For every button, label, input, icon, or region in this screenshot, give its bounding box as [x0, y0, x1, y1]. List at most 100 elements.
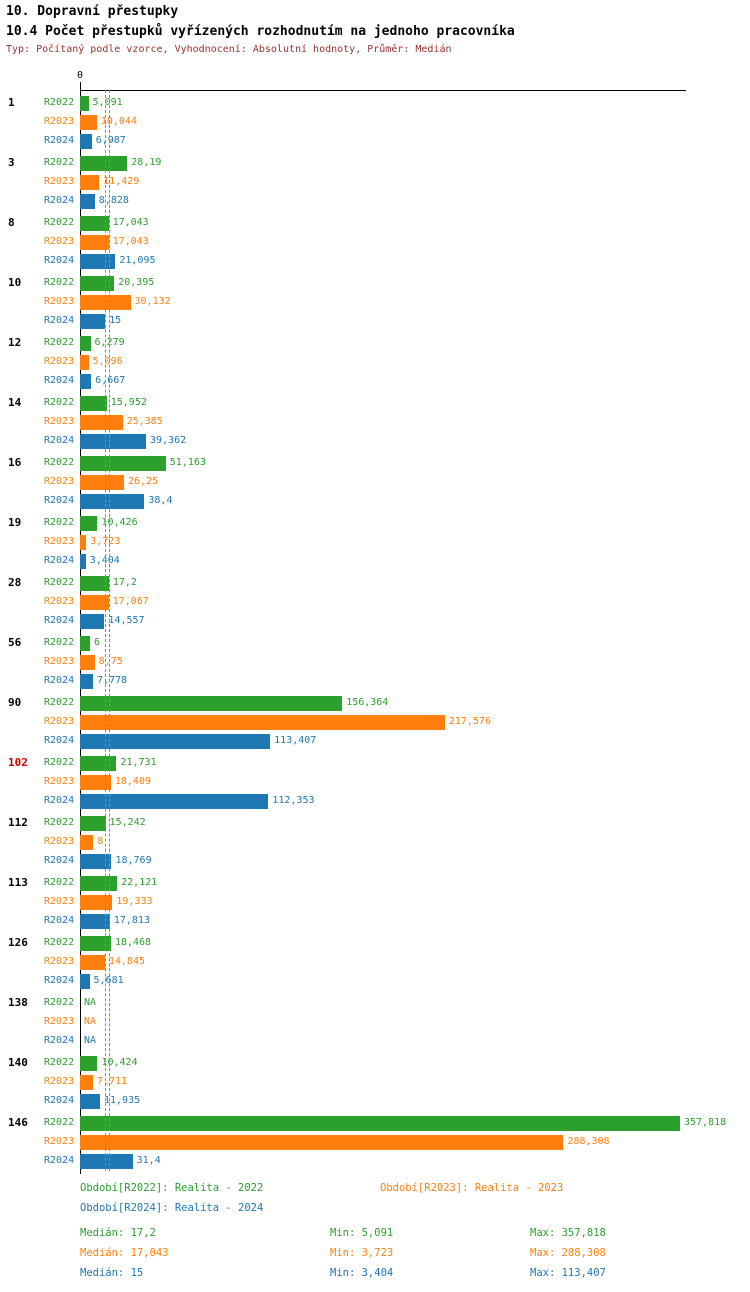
group-id-label-113: 113: [8, 876, 28, 889]
value-label-r2023-group-112: 8: [97, 836, 104, 847]
value-label-r2024-group-126: 5,681: [93, 975, 124, 986]
value-label-r2024-group-10: 15: [109, 315, 122, 326]
bar-r2024-group-28: [80, 614, 105, 629]
value-label-r2023-group-28: 17,067: [112, 596, 149, 607]
series-label-r2024: R2024: [44, 975, 75, 986]
bar-r2024-group-1: [80, 134, 92, 149]
value-label-r2022-group-112: 15,242: [109, 817, 146, 828]
series-label-r2024: R2024: [44, 435, 75, 446]
bar-r2023-group-112: [80, 835, 94, 850]
series-label-r2023: R2023: [44, 476, 75, 487]
value-label-r2022-group-16: 51,163: [169, 457, 206, 468]
bar-r2023-group-16: [80, 475, 125, 490]
bar-r2023-group-1: [80, 115, 97, 130]
series-label-r2023: R2023: [44, 656, 75, 667]
bar-r2024-group-140: [80, 1094, 100, 1109]
series-label-r2024: R2024: [44, 315, 75, 326]
bar-r2023-group-3: [80, 175, 100, 190]
bar-r2023-group-126: [80, 955, 105, 970]
bar-r2023-group-113: [80, 895, 113, 910]
bar-r2024-group-112: [80, 854, 112, 869]
bar-r2022-group-3: [80, 156, 128, 171]
value-label-r2024-group-140: 11,935: [104, 1095, 141, 1106]
value-label-r2022-group-19: 10,426: [101, 517, 138, 528]
series-label-r2023: R2023: [44, 776, 75, 787]
bar-r2023-group-19: [80, 535, 87, 550]
group-id-label-138: 138: [8, 996, 28, 1009]
value-label-r2023-group-16: 26,25: [128, 476, 159, 487]
series-label-r2024: R2024: [44, 495, 75, 506]
series-label-r2023: R2023: [44, 116, 75, 127]
bar-r2022-group-112: [80, 816, 106, 831]
bar-r2022-group-140: [80, 1056, 98, 1071]
series-label-r2023: R2023: [44, 356, 75, 367]
series-label-r2024: R2024: [44, 135, 75, 146]
series-label-r2024: R2024: [44, 855, 75, 866]
series-label-r2024: R2024: [44, 795, 75, 806]
bar-r2022-group-28: [80, 576, 109, 591]
group-id-label-14: 14: [8, 396, 22, 409]
value-label-r2024-group-102: 112,353: [272, 795, 315, 806]
series-label-r2024: R2024: [44, 1155, 75, 1166]
value-label-r2022-group-138: NA: [84, 997, 97, 1008]
series-label-r2024: R2024: [44, 675, 75, 686]
group-id-label-56: 56: [8, 636, 22, 649]
bar-r2024-group-16: [80, 494, 145, 509]
value-label-r2023-group-102: 18,409: [114, 776, 151, 787]
series-label-r2023: R2023: [44, 896, 75, 907]
bar-r2024-group-10: [80, 314, 106, 329]
value-label-r2023-group-3: 11,429: [103, 176, 140, 187]
median-line-r2024: [105, 90, 107, 1171]
bar-r2023-group-28: [80, 595, 109, 610]
series-label-r2024: R2024: [44, 1095, 75, 1106]
series-label-r2022: R2022: [44, 637, 75, 648]
bar-r2022-group-126: [80, 936, 111, 951]
series-label-r2024: R2024: [44, 255, 75, 266]
value-label-r2023-group-8: 17,043: [112, 236, 149, 247]
bar-r2022-group-113: [80, 876, 118, 891]
value-label-r2023-group-140: 7,711: [96, 1076, 128, 1087]
bar-r2022-group-146: [80, 1116, 680, 1131]
series-label-r2022: R2022: [44, 997, 75, 1008]
legend-item-r2023: Období[R2023]: Realita - 2023: [380, 1182, 564, 1194]
series-label-r2024: R2024: [44, 615, 75, 626]
bar-r2023-group-146: [80, 1135, 564, 1150]
series-label-r2022: R2022: [44, 937, 75, 948]
axis-zero-label: 0: [76, 70, 84, 81]
value-label-r2023-group-146: 288,308: [567, 1136, 610, 1147]
value-label-r2022-group-28: 17,2: [112, 577, 137, 588]
series-label-r2023: R2023: [44, 296, 75, 307]
stat-median-r2022: Medián: 17,2: [80, 1227, 156, 1239]
value-label-r2024-group-19: 3,404: [89, 555, 120, 566]
value-label-r2023-group-90: 217,576: [448, 716, 491, 727]
group-id-label-140: 140: [8, 1056, 28, 1069]
value-label-r2022-group-14: 15,952: [110, 397, 147, 408]
series-label-r2024: R2024: [44, 915, 75, 926]
group-id-label-112: 112: [8, 816, 28, 829]
series-label-r2023: R2023: [44, 176, 75, 187]
chart-subtitle: 10.4 Počet přestupků vyřízených rozhodnu…: [6, 24, 515, 39]
value-label-r2024-group-14: 39,362: [150, 435, 187, 446]
series-label-r2023: R2023: [44, 716, 75, 727]
value-label-r2024-group-28: 14,557: [108, 615, 145, 626]
value-label-r2022-group-140: 10,424: [101, 1057, 138, 1068]
series-label-r2022: R2022: [44, 277, 75, 288]
group-id-label-146: 146: [8, 1116, 28, 1129]
group-id-label-10: 10: [8, 276, 22, 289]
series-label-r2024: R2024: [44, 1035, 75, 1046]
value-label-r2023-group-56: 8,75: [98, 656, 123, 667]
bar-r2024-group-12: [80, 374, 92, 389]
series-label-r2022: R2022: [44, 817, 75, 828]
series-label-r2023: R2023: [44, 416, 75, 427]
group-id-label-102: 102: [8, 756, 28, 769]
bar-r2022-group-56: [80, 636, 91, 651]
series-label-r2024: R2024: [44, 195, 75, 206]
value-label-r2024-group-112: 18,769: [115, 855, 152, 866]
page-title: 10. Dopravní přestupky: [6, 4, 179, 19]
bar-r2024-group-102: [80, 794, 269, 809]
value-label-r2022-group-113: 22,121: [121, 877, 158, 888]
series-label-r2022: R2022: [44, 877, 75, 888]
bar-r2022-group-102: [80, 756, 117, 771]
bar-r2024-group-113: [80, 914, 110, 929]
